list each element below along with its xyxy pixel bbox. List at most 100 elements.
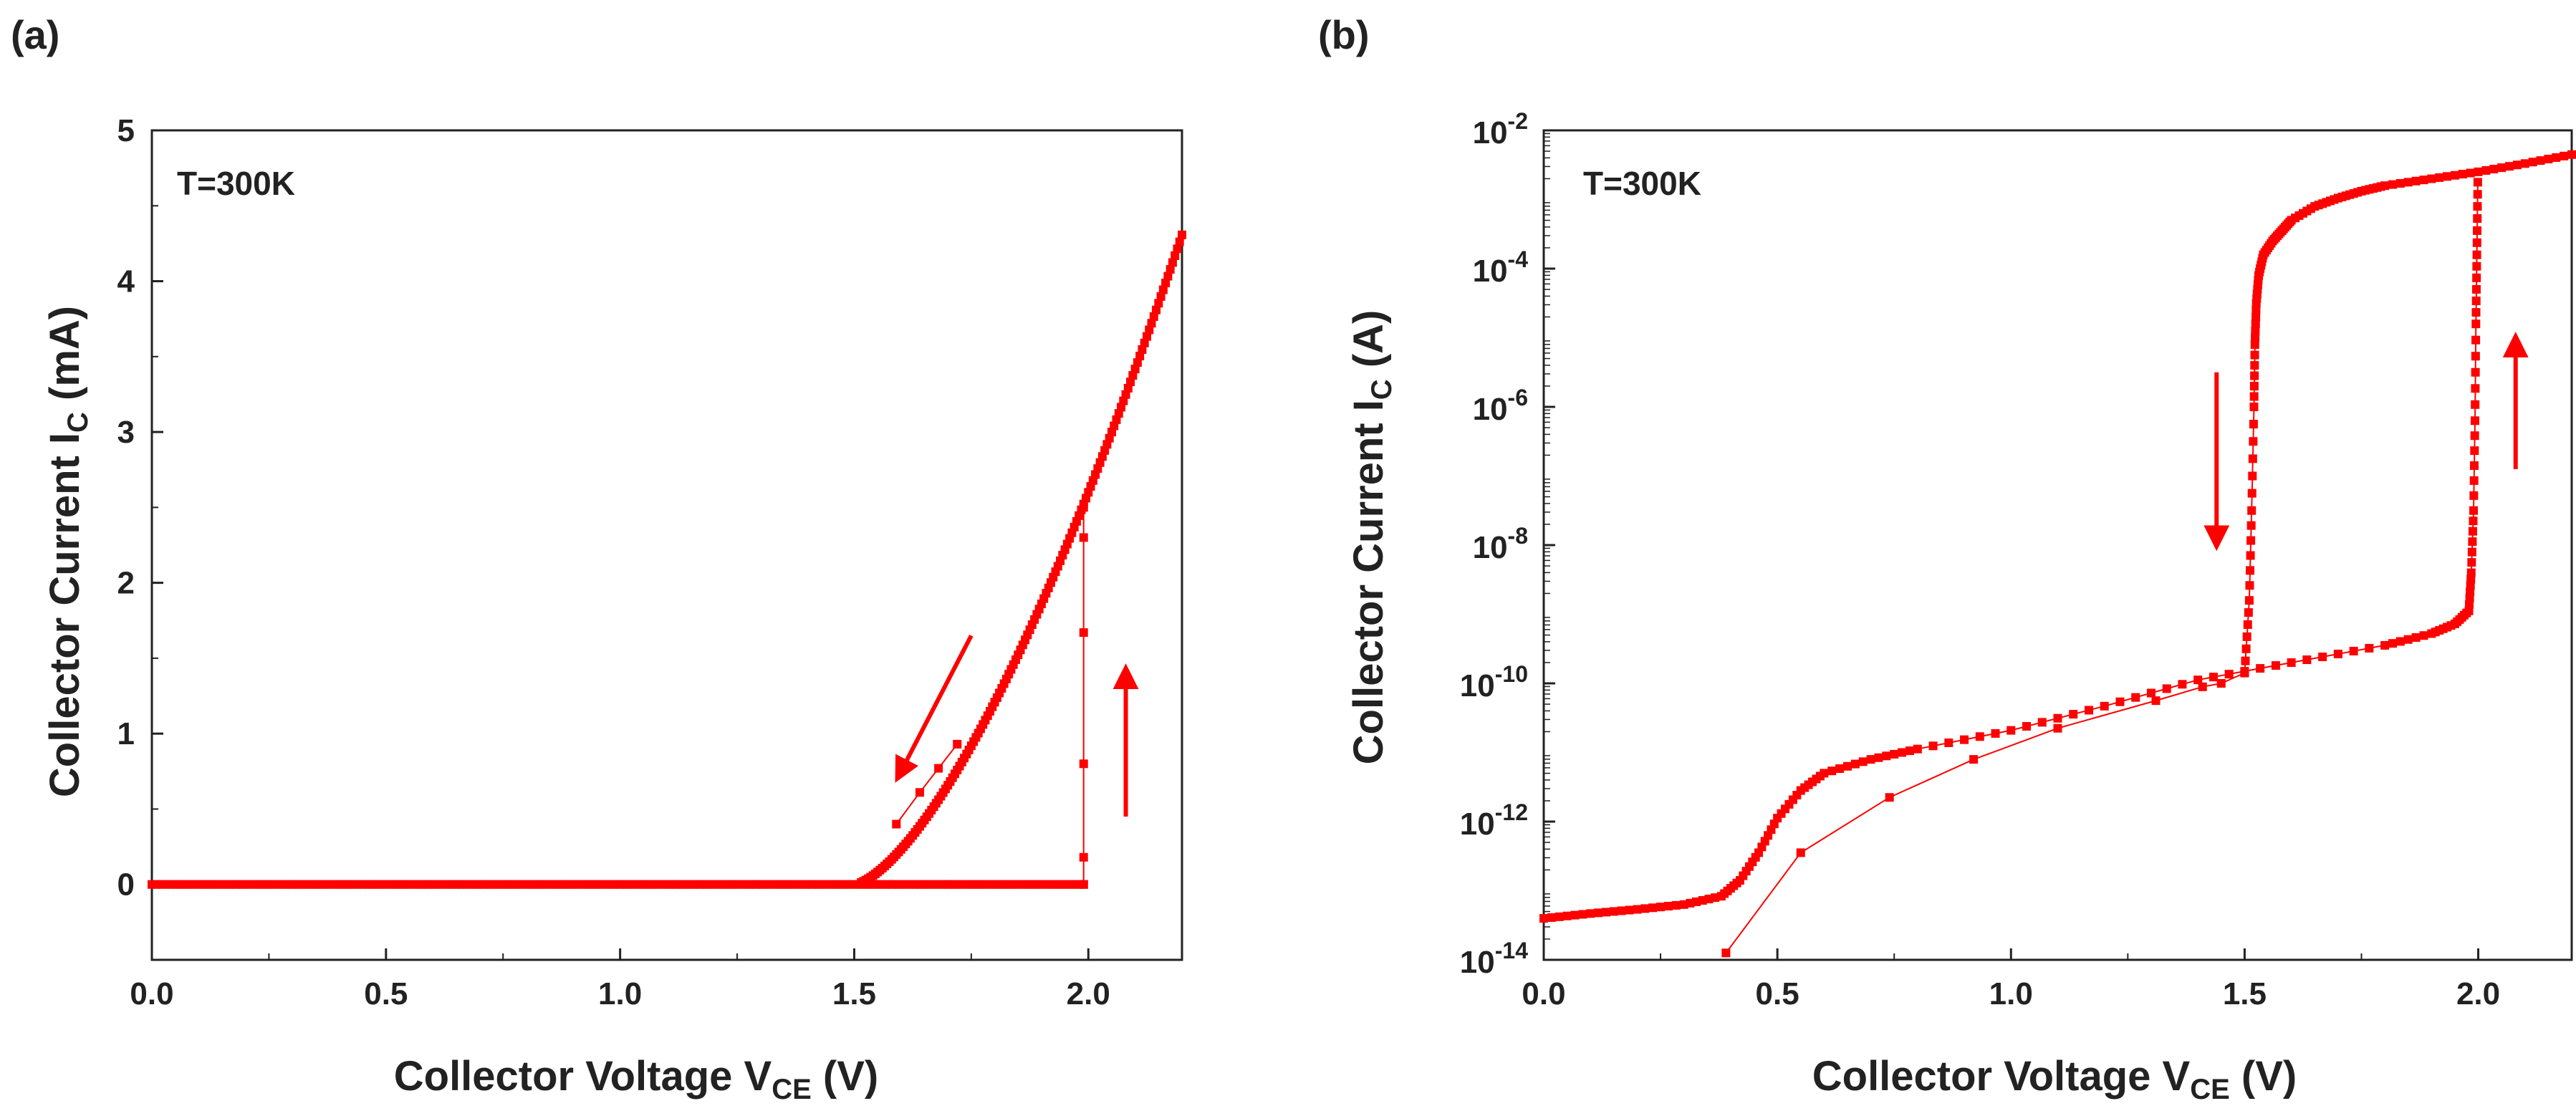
data-point	[2216, 679, 2226, 688]
data-point	[2250, 350, 2259, 360]
data-point	[2242, 632, 2251, 641]
data-point	[1671, 900, 1681, 910]
data-point	[1570, 910, 1580, 920]
data-point	[2251, 326, 2260, 335]
data-point	[1820, 769, 1829, 778]
data-point	[2250, 371, 2259, 380]
data-point	[2472, 250, 2481, 259]
data-point	[2427, 174, 2436, 183]
data-point	[2248, 471, 2257, 481]
data-point	[2249, 437, 2258, 446]
plot-frame	[150, 129, 1183, 961]
data-point	[2115, 697, 2125, 706]
data-point	[2567, 150, 2576, 159]
panel-a-label: (a)	[11, 12, 59, 57]
panel-b-label: (b)	[1318, 12, 1370, 57]
data-point	[1975, 732, 1984, 741]
data-point	[2435, 173, 2444, 182]
data-point	[2471, 400, 2480, 409]
data-point	[2466, 168, 2475, 178]
data-point	[2471, 367, 2480, 377]
data-point	[1882, 751, 1891, 761]
data-point	[1079, 628, 1088, 638]
data-point	[2277, 226, 2287, 235]
data-point	[2251, 319, 2260, 329]
data-point	[2244, 608, 2253, 617]
plot-frame	[1542, 129, 2573, 961]
data-point	[1898, 748, 1907, 757]
data-point	[2249, 420, 2258, 429]
data-point	[1913, 744, 1922, 754]
data-point	[2251, 312, 2261, 322]
data-point	[1796, 848, 1805, 857]
series-line	[2244, 230, 2283, 673]
data-point	[2100, 701, 2109, 711]
data-point	[915, 788, 924, 797]
data-point	[2240, 668, 2249, 678]
y-tick-label: 4	[117, 264, 135, 299]
data-point	[2419, 175, 2428, 185]
data-point	[2256, 664, 2265, 673]
data-point	[1178, 230, 1186, 239]
data-point	[2544, 155, 2553, 164]
data-point	[2333, 649, 2342, 658]
data-point	[2247, 489, 2257, 498]
series-line	[1725, 672, 2245, 953]
data-point	[1142, 332, 1151, 341]
data-point	[2528, 158, 2537, 167]
data-point	[1161, 279, 1171, 288]
data-point	[1928, 741, 1938, 751]
data-point	[2403, 178, 2413, 187]
data-point	[2249, 403, 2259, 411]
data-point	[1138, 345, 1147, 354]
panel-b: (b) T=300K Collector Voltage VCE (V) Col…	[1318, 12, 2576, 1105]
data-point	[2419, 631, 2428, 640]
data-point	[728, 880, 737, 889]
y-tick-label: 10-14	[1460, 938, 1528, 980]
data-point	[2395, 178, 2405, 188]
data-point	[1140, 338, 1149, 347]
y-tick-label: 5	[117, 113, 135, 148]
panel-a-x-axis-title: Collector Voltage VCE (V)	[394, 1053, 878, 1105]
data-point	[2560, 151, 2569, 160]
y-tick-label: 2	[117, 566, 135, 601]
data-point	[2246, 551, 2255, 560]
data-point	[2467, 547, 2476, 557]
data-point	[1135, 352, 1145, 361]
data-point	[2249, 382, 2259, 391]
data-point	[1079, 759, 1088, 769]
data-point	[2241, 644, 2251, 653]
data-point	[2247, 506, 2257, 515]
data-point	[1905, 746, 1914, 756]
y-tick-label: 10-12	[1460, 799, 1528, 842]
x-tick-label: 2.0	[1067, 976, 1110, 1011]
data-point	[1586, 909, 1595, 918]
data-point	[2411, 632, 2421, 642]
data-point	[2162, 684, 2171, 693]
data-point	[2470, 461, 2479, 471]
data-point	[2251, 305, 2261, 314]
data-point	[2224, 670, 2234, 679]
series-line	[1543, 610, 2470, 920]
data-point	[1168, 258, 1177, 267]
data-point	[2241, 656, 2250, 665]
data-point	[2007, 726, 2016, 735]
data-point	[2380, 181, 2390, 191]
data-point	[2505, 162, 2514, 171]
data-point	[1890, 749, 1899, 759]
data-point	[1539, 914, 1548, 923]
data-point	[1640, 904, 1650, 913]
data-point	[2084, 706, 2093, 715]
data-point	[2251, 333, 2260, 342]
x-tick-label: 2.0	[2456, 976, 2500, 1011]
y-tick-label: 1	[117, 716, 135, 751]
x-tick-label: 1.0	[598, 976, 642, 1011]
data-point	[2380, 640, 2390, 650]
data-point	[2250, 340, 2259, 350]
data-point	[1145, 325, 1154, 335]
data-point	[892, 819, 901, 829]
data-point	[1171, 251, 1180, 260]
series-line	[895, 744, 958, 825]
data-point	[1874, 753, 1883, 762]
